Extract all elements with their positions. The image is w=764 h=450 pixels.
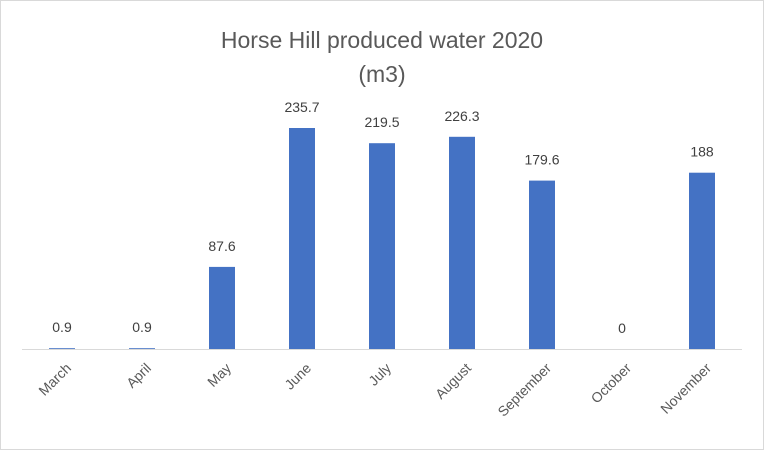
x-tick-label-may: May: [204, 360, 234, 390]
data-label-october: 0: [618, 320, 626, 336]
bar-june: [289, 128, 315, 349]
data-label-june: 235.7: [284, 99, 319, 115]
data-label-april: 0.9: [132, 319, 152, 335]
x-tick-label-july: July: [365, 360, 394, 389]
chart-title-unit: (m3): [358, 61, 406, 87]
data-label-july: 219.5: [364, 114, 399, 130]
bar-april: [129, 348, 155, 349]
bar-august: [449, 136, 475, 349]
x-tick-label-april: April: [123, 360, 154, 391]
data-label-august: 226.3: [444, 108, 479, 124]
data-label-september: 179.6: [524, 152, 559, 168]
x-tick-label-november: November: [657, 360, 714, 417]
bar-may: [209, 266, 235, 349]
x-tick-labels-layer: March April May June July August September Octo…: [35, 360, 714, 420]
bar-september: [529, 180, 555, 349]
data-label-november: 188: [690, 144, 714, 160]
x-tick-label-august: August: [432, 360, 474, 402]
x-tick-label-october: October: [588, 360, 635, 407]
x-tick-label-march: March: [35, 360, 74, 399]
chart-title: Horse Hill produced water 2020: [220, 27, 544, 53]
data-label-may: 87.6: [208, 238, 235, 254]
data-label-march: 0.9: [52, 319, 72, 335]
bars-layer: [49, 128, 715, 349]
bar-july: [369, 143, 395, 349]
x-tick-label-june: June: [281, 360, 314, 393]
x-tick-label-september: September: [494, 360, 554, 420]
bar-march: [49, 348, 75, 349]
data-labels-layer: 0.9 0.9 87.6 235.7 219.5 226.3 179.6 0 188: [52, 99, 714, 336]
bar-november: [689, 172, 715, 349]
